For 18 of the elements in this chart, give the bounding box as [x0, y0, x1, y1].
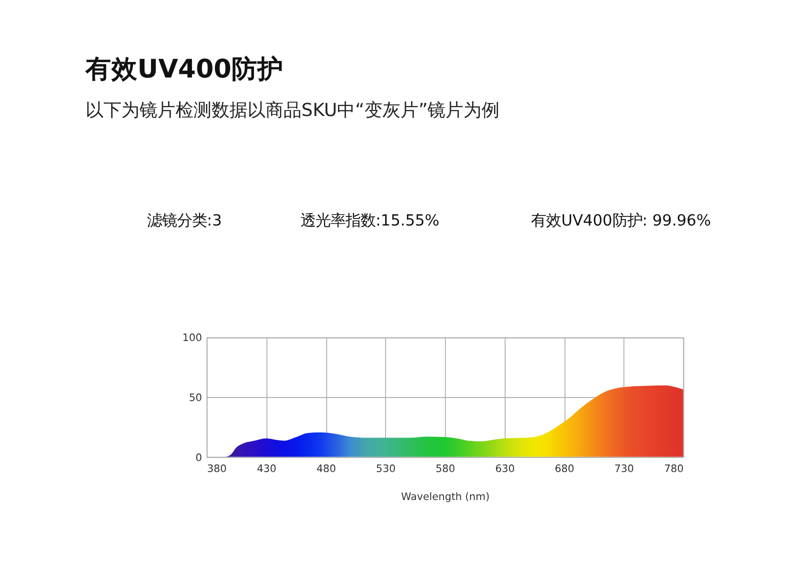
x-tick-label: 430	[256, 462, 276, 475]
x-tick-label: 530	[376, 462, 396, 475]
x-tick-label: 680	[554, 462, 574, 475]
y-tick-label: 0	[195, 452, 202, 464]
x-tick-label: 780	[664, 462, 684, 475]
x-tick-label: 480	[316, 462, 336, 475]
text: 透光率指数:15.55%	[300, 211, 440, 230]
chart-subtitle: 以下为镜片检测数据以商品SKU中“变灰片”镜片为例	[85, 100, 500, 122]
y-tick-label: 50	[188, 392, 202, 404]
x-tick-label: 580	[436, 462, 456, 475]
text: 滤镜分类:3	[146, 211, 222, 230]
x-axis-title: Wavelength (nm)	[401, 491, 490, 504]
x-tick-label: 630	[495, 462, 515, 475]
text: 有效UV400防护: 99.96%	[531, 211, 711, 230]
chart-title: 有效UV400防护	[84, 54, 284, 85]
y-tick-label: 100	[182, 332, 202, 344]
x-tick-label: 730	[614, 462, 634, 475]
x-tick-label: 380	[207, 462, 227, 475]
